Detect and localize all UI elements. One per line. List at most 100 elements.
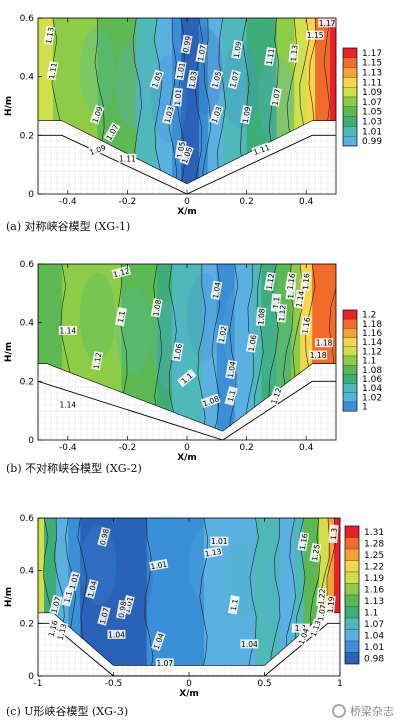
contour-label-bg xyxy=(118,153,137,163)
colorbar-swatch xyxy=(344,583,360,596)
y-tick-label: 0.4 xyxy=(20,319,35,329)
contour-label-bg xyxy=(58,325,77,335)
boundary-outline xyxy=(38,363,336,432)
x-tick-label: -0.5 xyxy=(105,679,123,689)
contour-label-bg xyxy=(284,271,297,292)
colorbar-swatch xyxy=(342,126,358,137)
y-tick-label: 0 xyxy=(28,672,34,682)
colorbar-swatch xyxy=(344,537,360,550)
contour-label: 1.22 xyxy=(316,587,327,607)
contour-label: 1.18 xyxy=(309,350,328,360)
contour-label: 1.1 xyxy=(224,386,238,406)
ground-hatch xyxy=(38,363,336,440)
panel-1: 1.121.141.141.121.1 1.081.061.041.021.041… xyxy=(4,260,382,463)
contour-label-text: 1.18 xyxy=(316,339,333,348)
contour-label: 1.07 xyxy=(48,594,63,615)
colorbar-tick-label: 1.07 xyxy=(364,620,384,630)
contour-label: 1.15 xyxy=(306,30,325,40)
contour-label: 1.14 xyxy=(293,289,306,309)
y-tick-label: 0 xyxy=(28,436,34,446)
contour-label-text: 1.14 xyxy=(59,400,76,409)
contour-label-bg xyxy=(306,30,325,40)
contour-label-text: 1.07 xyxy=(98,607,111,626)
caption-a: (a) 对称峡谷模型 (XG-1) xyxy=(6,220,131,233)
contour-label: 1.06 xyxy=(171,342,184,362)
x-tick-label: -1 xyxy=(34,679,43,689)
blend-patch xyxy=(79,26,116,115)
contour-label-bg xyxy=(179,145,194,166)
contour-label-text: 1.12 xyxy=(112,266,131,279)
colorbar-swatch xyxy=(342,77,358,88)
contour-label-text: 1.13 xyxy=(56,622,69,641)
colorbar-tick-label: 1.02 xyxy=(362,393,382,403)
y-tick-label: 0.4 xyxy=(20,73,35,83)
contour-label-text: 1.14 xyxy=(294,290,306,308)
contour-line xyxy=(227,264,239,432)
contour-label-bg xyxy=(246,333,259,353)
contour-label-bg xyxy=(149,558,169,571)
color-band xyxy=(330,18,336,184)
colorbar-tick-label: 1.15 xyxy=(362,59,382,69)
contour-label-text: 1.25 xyxy=(310,544,322,562)
contour-label: 1.08 xyxy=(150,298,163,318)
colorbar-tick-label: 1.05 xyxy=(362,108,382,118)
contour-label-text: 1.13 xyxy=(289,44,299,62)
contour-label: 1.09 xyxy=(240,105,253,125)
contour-line xyxy=(153,18,164,184)
color-band xyxy=(255,518,281,666)
x-tick-label: 0 xyxy=(184,443,190,453)
y-tick-label: 0.4 xyxy=(20,567,35,577)
contour-label-bg xyxy=(299,315,312,336)
contour-label-text: 1.1 xyxy=(226,389,238,403)
contour-label: 1.14 xyxy=(58,399,77,409)
watermark-logo-icon xyxy=(332,704,346,718)
blend-patch xyxy=(79,272,116,361)
contour-label-text: 1.09 xyxy=(232,40,244,58)
x-axis-label: X/m xyxy=(179,689,199,699)
contour-label-bg xyxy=(89,104,105,125)
contour-label-bg xyxy=(172,87,183,107)
contour-label: 1.01 xyxy=(149,558,169,571)
contour-label: 1.07 xyxy=(315,603,328,623)
contour-label: 1.1 xyxy=(114,307,127,327)
valley-outline xyxy=(37,380,336,441)
colorbar-tick-label: 1.28 xyxy=(364,539,384,549)
contour-label: 1.04 xyxy=(210,280,223,300)
contour-label-text: 1.16 xyxy=(298,532,310,550)
watermark: 桥梁杂志 xyxy=(332,703,394,719)
color-band xyxy=(38,518,46,666)
x-tick-label: 0.2 xyxy=(239,443,253,453)
color-band xyxy=(157,18,174,184)
contour-label-text: 1.1 xyxy=(295,624,307,633)
contour-label-text: 1.09 xyxy=(241,106,253,124)
contour-label-text: 0.98 xyxy=(117,600,129,618)
colorbar-swatch xyxy=(342,346,358,357)
contour-label-text: 1.19 xyxy=(326,596,336,614)
colorbar-swatch xyxy=(344,548,360,561)
colorbar-tick-label: 0.98 xyxy=(364,654,384,664)
contour-label-bg xyxy=(149,69,165,90)
contour-label-text: 1.01 xyxy=(68,572,81,591)
contour-label: 1.13 xyxy=(203,546,223,559)
x-tick-label: 0.2 xyxy=(239,197,253,207)
y-tick-label: 0 xyxy=(28,190,34,200)
colorbar-tick-label: 1.08 xyxy=(362,366,382,376)
colorbar-tick-label: 1.12 xyxy=(362,347,382,357)
colorbar-swatch xyxy=(344,617,360,630)
colorbar-tick-label: 1.18 xyxy=(362,320,382,330)
contour-label: 1.1 xyxy=(291,623,310,633)
contour-label-bg xyxy=(240,105,253,125)
contour-label-text: 1.12 xyxy=(265,272,277,290)
contour-label-text: 1.13 xyxy=(44,26,56,44)
contour-label-text: 0.99 xyxy=(181,35,193,53)
ground-hatch xyxy=(38,120,336,194)
boundary-outline xyxy=(38,120,336,185)
colorbar-swatch xyxy=(342,106,358,117)
contour-label-bg xyxy=(315,338,334,348)
contour-label-bg xyxy=(210,280,223,300)
contour-label: 0.99 xyxy=(180,34,193,54)
contour-label-text: 1.07 xyxy=(228,70,241,89)
contour-label: 1.12 xyxy=(276,303,288,323)
contour-label-text: 1.03 xyxy=(163,105,176,124)
